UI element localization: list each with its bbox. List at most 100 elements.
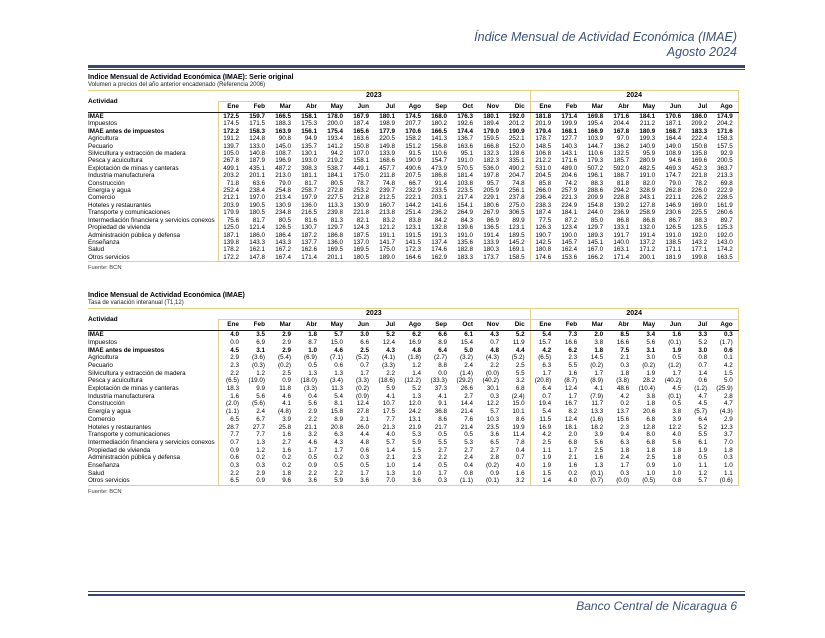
footer-rule — [88, 591, 745, 596]
value-cell: 174.7 — [665, 172, 682, 180]
value-cell: 203.2 — [217, 172, 244, 180]
value-cell: 81.7 — [304, 179, 317, 187]
value-cell: 26.6 — [460, 385, 473, 393]
header-row: Actividad 2023 2024 — [88, 90, 739, 113]
value-cell: 28.7 — [217, 423, 244, 432]
value-cell: 266.0 — [529, 187, 557, 195]
table-tasa-interanual: Actividad 2023 2024 Ene Feb Mar Abr May Jun Jul Ag… — [88, 308, 739, 487]
value-cell: 3.6 — [412, 477, 421, 485]
value-cell: 4.1 — [438, 392, 447, 400]
value-cell: (5.7) — [694, 408, 708, 416]
value-cell: 4.7 — [698, 392, 708, 400]
value-cell: 168.7 — [665, 127, 682, 135]
value-cell: 0.9 — [646, 462, 656, 470]
value-cell: 192.0 — [508, 113, 525, 120]
table-row: Otros servicios 172.2 147.8 167.4 171.4 201.1… — [88, 253, 738, 262]
value-cell: 146.9 — [665, 201, 682, 209]
value-cell: 0.2 — [282, 454, 291, 462]
value-cell: 3.5 — [256, 331, 265, 339]
value-cell: 27.7 — [252, 423, 265, 431]
value-cell: (1.1) — [460, 477, 473, 485]
table-row: Energía y agua (1.1) 2.4 (4.8) 2.9 15.8 27.8 17… — [88, 408, 738, 416]
value-cell: 230.6 — [665, 209, 682, 217]
value-cell: 4.0 — [568, 477, 578, 485]
value-cell: 4.0 — [386, 431, 395, 439]
value-cell: (40.2) — [482, 377, 499, 385]
value-cell: 2.9 — [282, 331, 291, 339]
value-cell: 88.3 — [590, 179, 604, 187]
value-cell: 2.3 — [568, 354, 578, 362]
value-cell: 7.8 — [515, 438, 525, 446]
value-cell: 169.6 — [691, 157, 708, 165]
value-cell: 227.5 — [327, 194, 343, 202]
value-cell: 487.2 — [275, 164, 291, 172]
month-header: Sep — [426, 101, 452, 113]
value-cell: 213.8 — [379, 209, 395, 217]
value-cell: 3.9 — [594, 431, 604, 439]
value-cell: 252.1 — [508, 135, 525, 143]
activity-label: Intermediación financiera y servicios co… — [88, 216, 215, 224]
value-cell: 211.2 — [639, 120, 656, 128]
month-header: Nov — [478, 319, 504, 332]
table-row: Energía y agua 252.4 238.4 254.8 258.7 272.8 2… — [88, 187, 738, 195]
value-cell: 1.1 — [529, 446, 557, 455]
value-cell: 233.5 — [431, 187, 447, 195]
value-cell: 154.7 — [431, 157, 447, 165]
value-cell: 15.6 — [616, 415, 630, 423]
value-cell: (0.1) — [668, 392, 682, 400]
value-cell: 153.6 — [561, 253, 578, 261]
value-cell: 63.6 — [252, 179, 265, 187]
value-cell: 94.9 — [304, 135, 317, 143]
value-cell: 94.2 — [330, 150, 343, 158]
value-cell: (25.9) — [716, 385, 733, 393]
month-header: Feb — [556, 319, 583, 332]
value-cell: 4.2 — [723, 361, 733, 369]
value-cell: 8.6 — [515, 415, 525, 423]
value-cell: 222.9 — [716, 187, 733, 195]
value-cell: 183.3 — [691, 127, 708, 135]
value-cell: 258.7 — [301, 187, 317, 195]
value-cell: 1.5 — [412, 446, 421, 454]
value-cell: 107.0 — [353, 150, 369, 158]
value-cell: 171.4 — [561, 113, 578, 120]
value-cell: 252.4 — [217, 187, 244, 195]
value-cell: 211.8 — [379, 172, 395, 180]
activity-label: Transporte y comunicaciones — [88, 431, 171, 439]
value-cell: 1.7 — [334, 446, 343, 454]
value-cell: 0.3 — [620, 361, 630, 369]
value-cell: 5.6 — [256, 392, 265, 400]
value-cell: 148.5 — [529, 142, 557, 151]
value-cell: 197.8 — [483, 172, 499, 180]
value-cell: 213.4 — [275, 194, 291, 202]
value-cell: 201.9 — [529, 120, 557, 128]
value-cell: 0.6 — [217, 454, 244, 463]
value-cell: 20.6 — [642, 408, 656, 416]
value-cell: 80.5 — [278, 216, 291, 224]
value-cell: 95.1 — [460, 150, 473, 158]
value-cell: 0.2 — [282, 462, 291, 470]
value-cell: 0.7 — [529, 392, 557, 401]
value-cell: (5.2) — [356, 354, 369, 362]
value-cell: 0.5 — [334, 462, 343, 470]
table-row: Construcción (2.0) (5.6) 4.1 5.6 8.1 12.4 10.7 1… — [88, 400, 738, 409]
value-cell: (4.8) — [278, 408, 291, 416]
value-cell: 174.9 — [716, 113, 733, 120]
value-cell: 139.8 — [217, 238, 244, 247]
value-cell: 1.3 — [594, 462, 604, 470]
value-cell: 243.1 — [639, 194, 656, 202]
value-cell: 136.2 — [613, 142, 630, 150]
value-cell: 306.5 — [508, 209, 525, 217]
value-cell: 5.7 — [386, 438, 395, 446]
value-cell: 126.5 — [665, 224, 682, 232]
month-header: May — [634, 101, 661, 113]
value-cell: 204.4 — [613, 120, 630, 128]
value-cell: 170.6 — [665, 113, 682, 120]
value-cell: 6.6 — [438, 331, 447, 339]
value-cell: 133.0 — [249, 142, 265, 150]
value-cell: 79.0 — [668, 179, 682, 187]
activity-label: Propiedad de vivienda — [88, 224, 151, 232]
month-header: May — [322, 101, 348, 113]
value-cell: 0.5 — [308, 454, 317, 462]
value-cell: 1.6 — [515, 469, 525, 477]
value-cell: (5.4) — [278, 354, 291, 362]
